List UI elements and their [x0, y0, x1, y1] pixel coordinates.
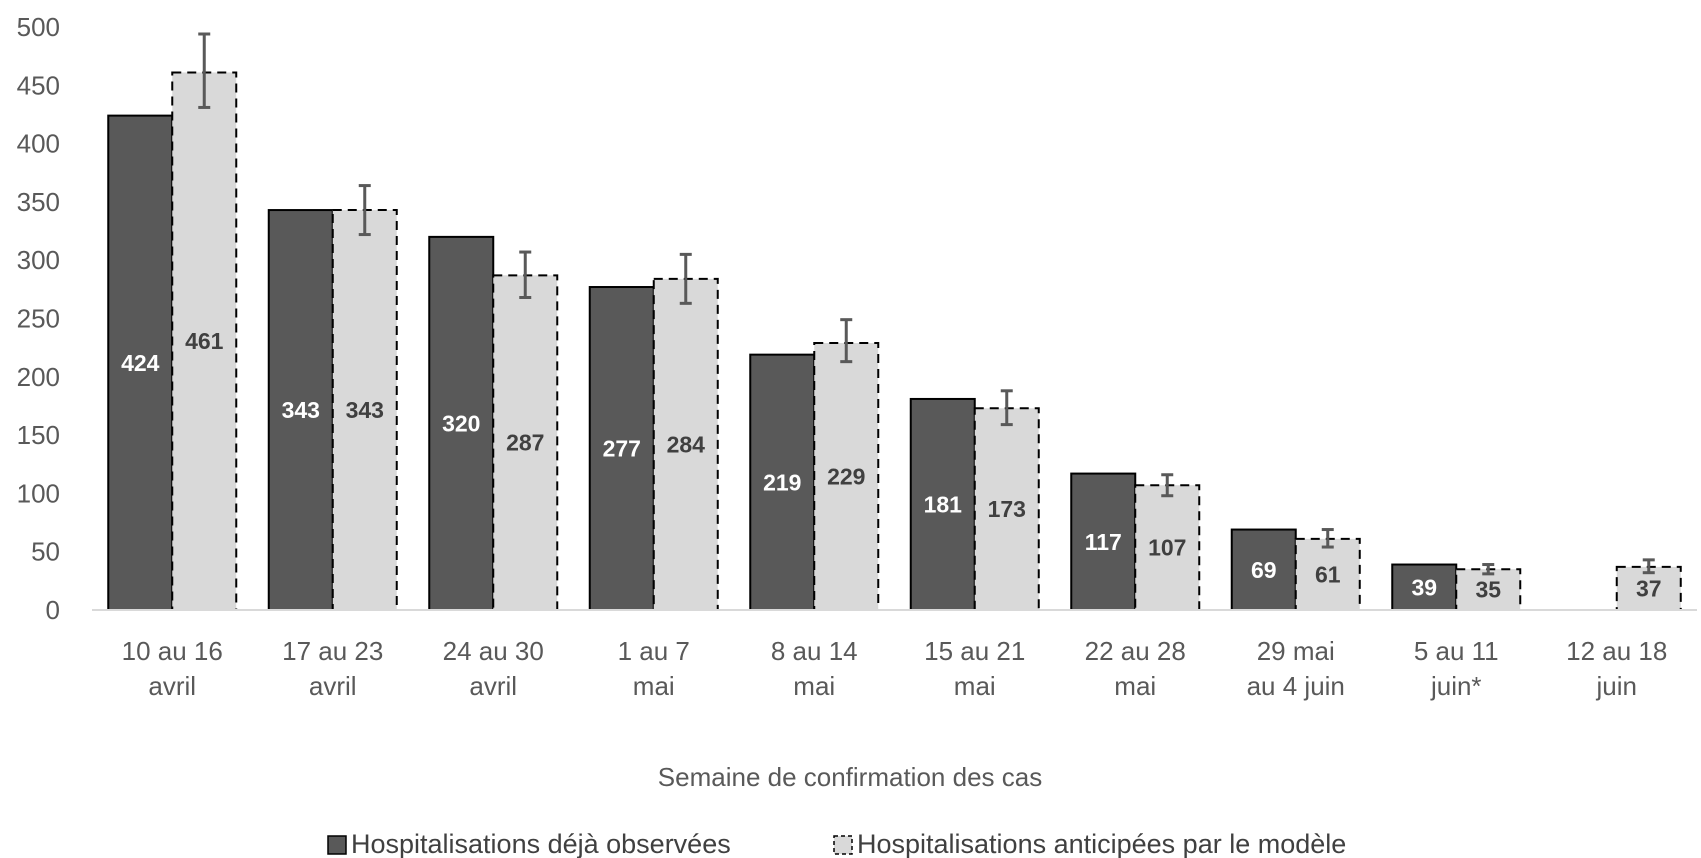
- data-label: 461: [185, 328, 224, 354]
- data-label: 61: [1315, 561, 1341, 587]
- legend: Hospitalisations déjà observées Hospital…: [327, 829, 1346, 858]
- data-label: 229: [827, 463, 865, 489]
- y-tick-label: 500: [17, 12, 60, 42]
- error-bars: [198, 32, 1655, 576]
- error-bar: [358, 184, 371, 237]
- bar-anticipated: [492, 274, 559, 611]
- data-label: 69: [1251, 557, 1277, 583]
- y-tick-label: 250: [17, 304, 60, 334]
- data-label: 35: [1475, 577, 1501, 603]
- y-tick-label: 50: [31, 537, 60, 567]
- x-tick-label: 1 au 7 mai: [618, 636, 690, 701]
- bar-observed: [1391, 563, 1458, 611]
- data-label: 181: [924, 491, 963, 517]
- error-bar: [519, 250, 532, 300]
- error-bar: [1161, 473, 1174, 498]
- data-label: 320: [442, 410, 480, 436]
- bar-anticipated: [973, 407, 1040, 612]
- legend-label-anticipated: Hospitalisations anticipées par le modèl…: [857, 829, 1346, 858]
- y-tick-label: 100: [17, 478, 60, 508]
- bar-anticipated: [171, 71, 238, 611]
- error-bar: [1642, 558, 1655, 575]
- data-label: 343: [282, 397, 320, 423]
- data-label: 287: [506, 430, 544, 456]
- error-bar: [1000, 389, 1013, 427]
- bar-observed: [107, 114, 174, 611]
- x-tick-label: 15 au 21 mai: [924, 636, 1025, 701]
- bar-anticipated: [331, 209, 398, 611]
- x-tick-label: 12 au 18 juin: [1566, 636, 1667, 701]
- y-tick-label: 150: [17, 420, 60, 450]
- x-tick-label: 5 au 11 juin*: [1414, 636, 1499, 701]
- y-tick-label: 200: [17, 362, 60, 392]
- bar-anticipated: [813, 341, 880, 611]
- y-tick-label: 400: [17, 129, 60, 159]
- x-axis-categories: 10 au 16 avril 17 au 23 avril 24 au 30 avril 1…: [122, 636, 1668, 701]
- x-tick-label: 22 au 28 mai: [1085, 636, 1186, 701]
- bar-observed: [1230, 528, 1297, 612]
- legend-swatch-anticipated: [833, 835, 853, 855]
- bar-anticipated: [1294, 537, 1361, 612]
- y-tick-label: 300: [17, 245, 60, 275]
- data-label: 173: [988, 496, 1026, 522]
- data-labels: 424 461 343 343 320 287 277 284 219 229 181 173 117 1…: [121, 328, 1661, 602]
- y-tick-label: 450: [17, 70, 60, 100]
- data-label: 37: [1636, 575, 1662, 601]
- error-bar: [1482, 563, 1495, 576]
- data-label: 117: [1085, 529, 1122, 555]
- error-bar: [198, 32, 211, 109]
- x-tick-label: 8 au 14 mai: [771, 636, 858, 701]
- y-axis-ticks: 0 50 100 150 200 250 300 350 400 450 500: [17, 12, 60, 625]
- bar-observed: [1070, 472, 1137, 611]
- data-label: 424: [121, 350, 160, 376]
- y-tick-label: 0: [46, 595, 60, 625]
- x-tick-label: 10 au 16 avril: [122, 636, 223, 701]
- data-label: 284: [667, 431, 706, 457]
- data-label: 343: [346, 397, 384, 423]
- legend-swatch-observed: [327, 835, 347, 855]
- data-label: 219: [763, 469, 801, 495]
- x-axis-title: Semaine de confirmation des cas: [658, 762, 1042, 792]
- bar-observed: [267, 209, 334, 611]
- x-tick-label: 24 au 30 avril: [443, 636, 544, 701]
- bars: [107, 71, 1682, 612]
- legend-label-observed: Hospitalisations déjà observées: [351, 829, 731, 858]
- error-bar: [840, 318, 853, 364]
- error-bar: [1321, 528, 1334, 549]
- y-tick-label: 350: [17, 187, 60, 217]
- data-label: 277: [603, 436, 641, 462]
- bar-anticipated: [1134, 484, 1201, 612]
- data-label: 39: [1411, 574, 1437, 600]
- x-tick-label: 29 mai au 4 juin: [1247, 636, 1345, 701]
- x-tick-label: 17 au 23 avril: [282, 636, 383, 701]
- error-bar: [679, 252, 692, 305]
- data-label: 107: [1148, 535, 1186, 561]
